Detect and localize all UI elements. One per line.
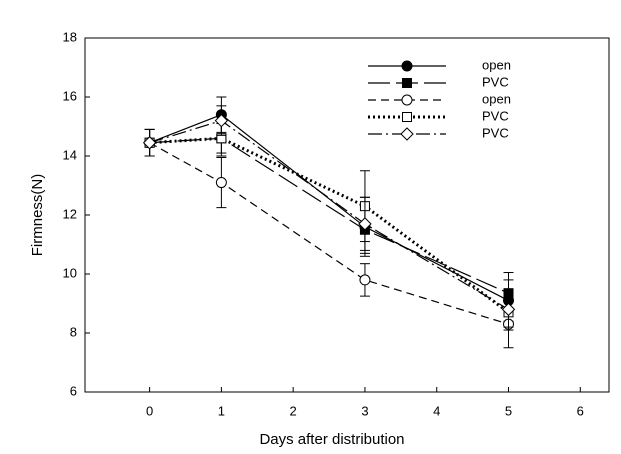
x-tick-label: 6 (577, 403, 584, 418)
y-tick-label: 12 (63, 206, 77, 221)
x-tick-label: 4 (433, 403, 440, 418)
legend-label: PVC (482, 74, 509, 89)
x-tick-label: 1 (218, 403, 225, 418)
legend-marker (402, 78, 412, 88)
series-line (149, 119, 509, 310)
marker (501, 302, 516, 317)
x-axis-title: Days after distribution (259, 431, 404, 448)
y-axis-title: Firmness(N) (29, 174, 46, 257)
marker (142, 136, 157, 150)
legend-marker (400, 127, 414, 141)
legend-marker (401, 94, 413, 106)
marker (358, 217, 372, 231)
series-line (149, 142, 509, 325)
legend-marker (402, 112, 412, 122)
x-tick-label: 2 (290, 403, 297, 418)
y-tick-label: 10 (63, 265, 77, 280)
legend-marker (401, 60, 413, 72)
series-line (149, 114, 509, 302)
y-tick-label: 16 (63, 88, 77, 103)
y-tick-label: 14 (63, 147, 77, 162)
marker (359, 274, 371, 286)
legend-label: open (482, 57, 511, 72)
x-tick-label: 0 (146, 403, 153, 418)
legend-label: PVC (482, 125, 509, 140)
plot-frame (84, 37, 610, 393)
y-tick-label: 8 (70, 324, 77, 339)
x-tick-label: 5 (505, 403, 512, 418)
y-tick-label: 18 (63, 29, 77, 44)
series-line (149, 137, 509, 294)
marker (215, 177, 227, 189)
series-line (149, 136, 510, 314)
legend-label: open (482, 91, 511, 106)
y-tick-label: 6 (70, 383, 77, 398)
legend-label: PVC (482, 108, 509, 123)
x-tick-label: 3 (361, 403, 368, 418)
marker (214, 113, 229, 128)
